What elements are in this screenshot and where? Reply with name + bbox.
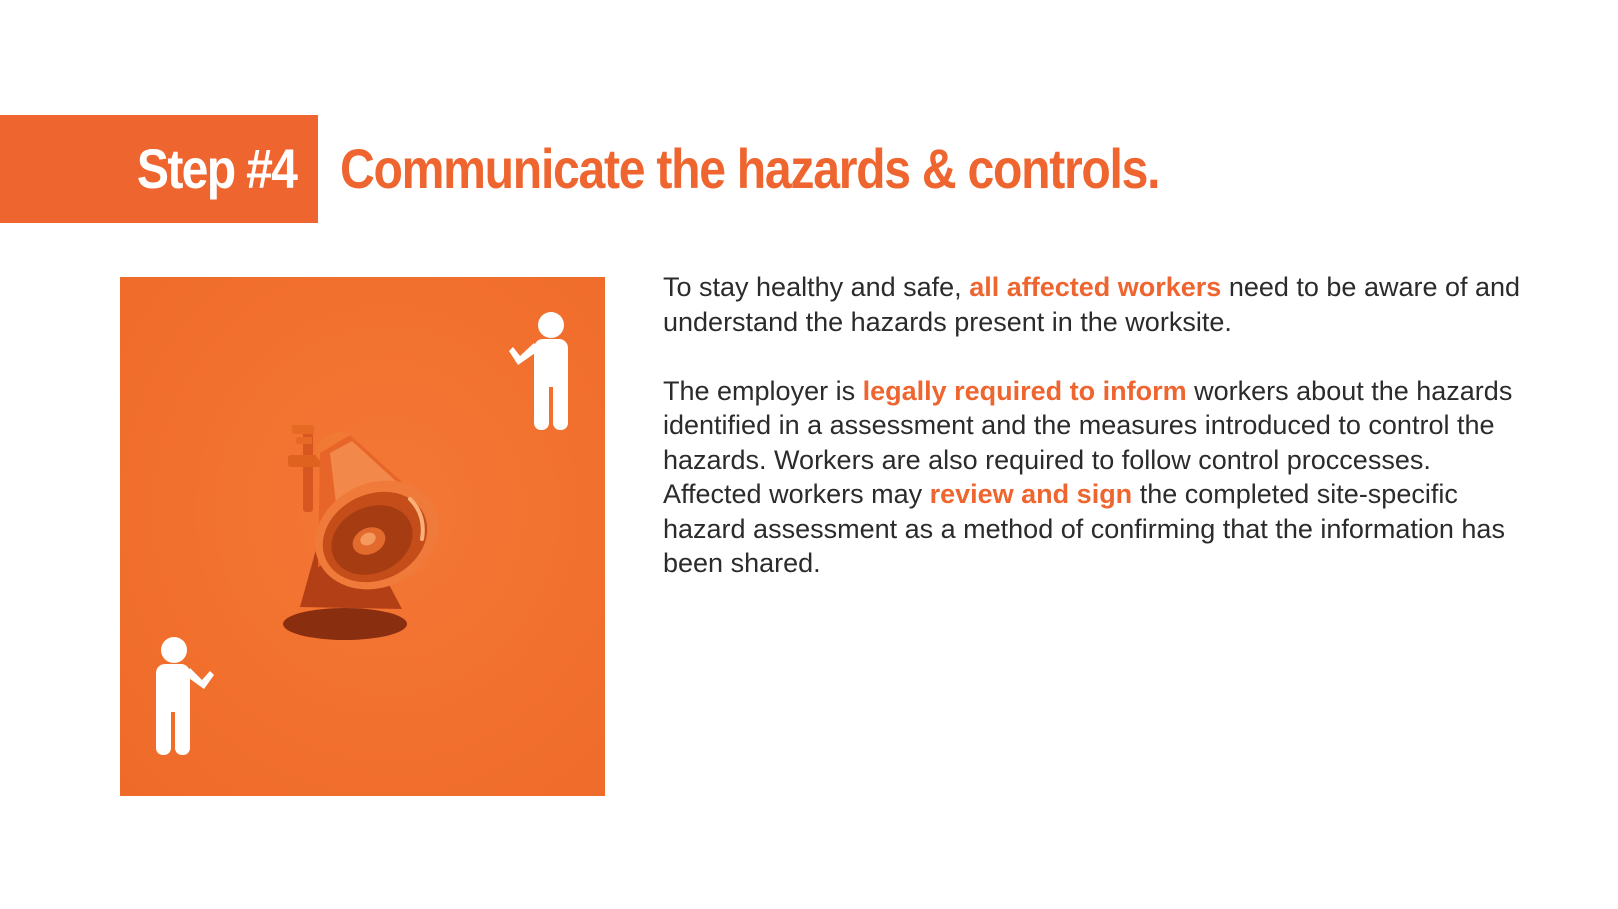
step-banner: Step #4 [0,115,318,223]
text-segment: workers about the hazards identified in … [663,375,1513,510]
highlight-affected-workers: all affected workers [969,272,1222,302]
highlight-review-and-sign: review and sign [929,479,1133,509]
megaphone-photo [120,277,605,796]
megaphone-illustration [156,312,568,755]
text-segment: the completed site-specific hazard asses… [663,479,1505,578]
paragraph-employer-duty: The employer is legally required to info… [663,374,1523,581]
body-text: To stay healthy and safe, all affected w… [663,270,1523,615]
paragraph-awareness: To stay healthy and safe, all affected w… [663,270,1523,339]
text-segment: The employer is [663,375,863,406]
highlight-legally-required: legally required to inform [862,375,1187,406]
text-segment: need to be aware of and understand the h… [663,272,1521,337]
step-label: Step #4 [136,137,298,200]
text-segment: To stay healthy and safe, [663,272,970,302]
person-pointing-icon [156,637,214,755]
person-pointing-icon [509,312,568,430]
megaphone-icon [283,425,440,640]
page-title: Communicate the hazards & controls. [340,137,1161,200]
